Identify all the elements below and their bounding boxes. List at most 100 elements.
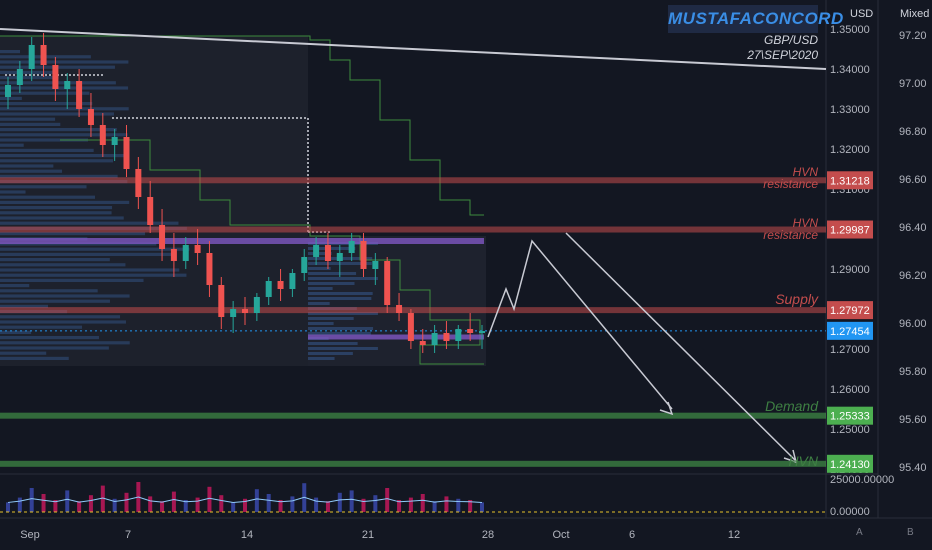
candle-body — [64, 81, 71, 89]
log-scale-button[interactable]: B — [907, 527, 914, 538]
volume-bar — [361, 498, 366, 512]
candles — [5, 33, 485, 353]
profile-bar — [0, 252, 172, 256]
profile-bar — [0, 159, 114, 163]
currency-button[interactable]: USD — [850, 8, 874, 20]
volume-bar — [77, 501, 82, 512]
candle-body — [28, 45, 35, 69]
volume-tick: 0.00000 — [830, 506, 870, 518]
candle-body — [99, 125, 106, 145]
price-tick: 1.27000 — [830, 344, 870, 356]
level-band-demand — [0, 460, 826, 467]
profile-bar — [0, 268, 180, 272]
price-tick: 1.35000 — [830, 24, 870, 36]
descending-trendline — [0, 28, 827, 70]
profile-bar — [0, 284, 30, 288]
candle-body — [301, 257, 308, 273]
profile-bar — [308, 292, 373, 295]
profile-bar — [308, 317, 354, 320]
profile-bar — [0, 185, 87, 189]
projection-path-2 — [565, 232, 797, 462]
candle-body — [313, 245, 320, 257]
profile-bar — [0, 330, 32, 334]
profile-bar — [308, 332, 371, 335]
profile-bar — [0, 325, 83, 329]
volume-ma — [7, 496, 483, 503]
price-tick: 1.34000 — [830, 64, 870, 76]
profile-bar — [0, 128, 117, 132]
candle-body — [111, 137, 118, 145]
profile-bar — [0, 289, 98, 293]
candle-body — [265, 281, 272, 297]
price-label-box — [827, 220, 873, 239]
candle-body — [5, 85, 11, 97]
price-label-text: 1.29987 — [830, 225, 870, 237]
candle-body — [336, 253, 343, 261]
volume-bar — [266, 494, 271, 512]
profile-bar — [0, 304, 49, 308]
price-label-box — [827, 301, 873, 320]
right-tick: 96.20 — [899, 270, 927, 282]
volume-bar — [124, 492, 129, 512]
candle-body — [218, 285, 225, 317]
volume-bar — [408, 497, 413, 512]
time-axis: Sep 7 14 21 28 Oct 6 12 — [20, 529, 740, 541]
level-band-resistance — [0, 226, 826, 233]
candle-body — [396, 305, 403, 313]
price-tick: 1.32000 — [830, 144, 870, 156]
volume-bar — [349, 490, 354, 512]
candle-body — [242, 309, 248, 313]
volume-bar — [420, 494, 425, 512]
price-levels — [0, 177, 826, 467]
price-label-box — [827, 406, 873, 425]
volume-bar — [171, 491, 176, 512]
level-label: HVN — [788, 453, 818, 469]
profile-bar — [0, 320, 126, 324]
profile-bar — [308, 357, 335, 360]
profile-bar — [0, 86, 129, 90]
price-label-box — [827, 454, 873, 473]
candle-body — [372, 261, 379, 269]
scale-mode-button[interactable]: Mixed — [900, 8, 930, 20]
level-label: HVN — [793, 165, 819, 179]
candle-body — [467, 329, 474, 333]
profile-bar — [0, 294, 130, 298]
profile-bar — [308, 312, 378, 315]
level-band-resistance — [0, 177, 826, 184]
candle-body — [40, 45, 47, 65]
brand-badge: MUSTAFACONCORD — [668, 5, 843, 33]
price-label-text: 1.27972 — [830, 305, 870, 317]
auto-scale-button[interactable]: A — [856, 527, 863, 538]
candle-body — [194, 245, 201, 253]
profile-bar — [0, 211, 112, 215]
right-tick: 96.80 — [899, 126, 927, 138]
profile-bar — [0, 174, 118, 178]
volume-bar — [53, 500, 58, 512]
profile-bar — [308, 282, 355, 285]
right-tick: 96.40 — [899, 222, 927, 234]
time-tick: Oct — [552, 529, 569, 541]
candle-body — [159, 225, 166, 249]
level-band-demand — [0, 412, 826, 419]
profile-bar — [0, 346, 109, 350]
profile-bar — [0, 122, 61, 126]
profile-bar — [308, 352, 353, 355]
candle-body — [135, 169, 142, 197]
profile-bar — [308, 342, 358, 345]
candle-body — [455, 329, 462, 341]
profile-bar — [0, 356, 69, 360]
profile-bar — [0, 133, 128, 137]
candle-body — [230, 309, 237, 317]
volume-bar — [100, 485, 105, 512]
time-tick: 6 — [629, 529, 635, 541]
right-tick: 96.60 — [899, 174, 927, 186]
candle-body — [123, 137, 130, 169]
volume-bar — [456, 498, 461, 512]
price-axis: 1.350001.340001.330001.320001.310001.290… — [827, 24, 927, 518]
candle-body — [443, 333, 450, 341]
volume-bar — [148, 496, 153, 512]
candle-body — [419, 341, 426, 345]
volume-bar — [278, 500, 283, 512]
projection-arrowhead-2 — [783, 449, 798, 464]
